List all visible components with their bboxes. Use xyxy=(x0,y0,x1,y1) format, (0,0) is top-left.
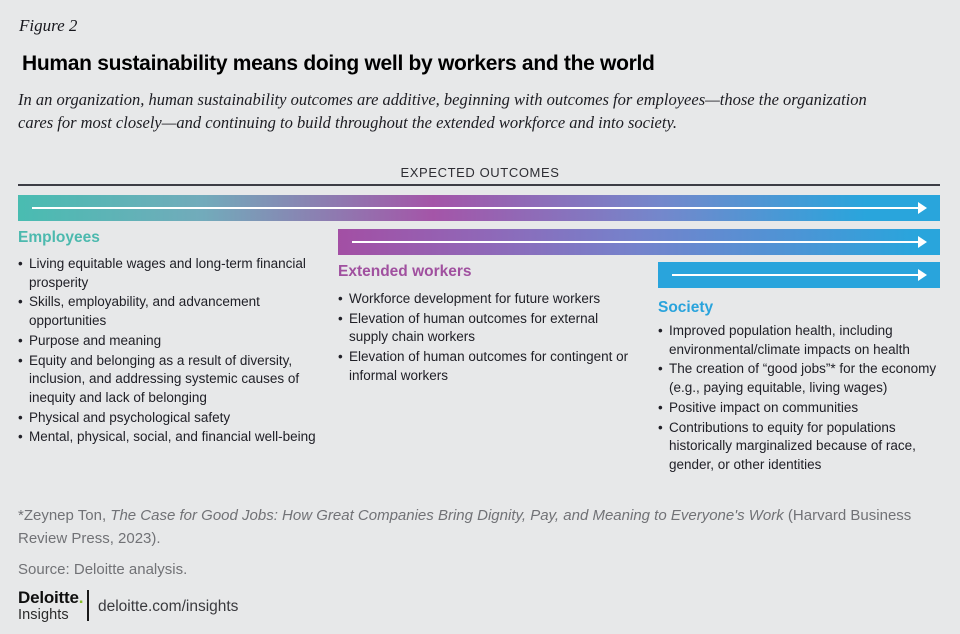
list-item: • Contributions to equity for population… xyxy=(658,419,948,475)
bullet-icon: • xyxy=(18,429,23,445)
gradient-arrow-bar-employees xyxy=(18,195,940,221)
bullet-icon: • xyxy=(18,332,23,348)
bullet-icon: • xyxy=(338,349,343,365)
logo-brand-text: Deloitte xyxy=(18,588,79,607)
bullet-text: Improved population health, including en… xyxy=(669,323,910,357)
list-item: • Improved population health, including … xyxy=(658,322,948,359)
arrow-right-icon xyxy=(672,269,927,281)
arrow-right-icon xyxy=(32,202,927,214)
bullet-icon: • xyxy=(18,294,23,310)
extended-workers-outcomes-list: • Workforce development for future worke… xyxy=(338,290,640,387)
bullet-icon: • xyxy=(18,409,23,425)
bullet-text: Contributions to equity for populations … xyxy=(669,419,916,472)
bullet-icon: • xyxy=(338,310,343,326)
column-heading-society: Society xyxy=(658,299,714,316)
source-line: Source: Deloitte analysis. xyxy=(18,561,188,578)
bullet-text: Elevation of human outcomes for continge… xyxy=(349,349,629,383)
list-item: • Equity and belonging as a result of di… xyxy=(18,352,322,408)
column-heading-extended-workers: Extended workers xyxy=(338,263,472,280)
bullet-icon: • xyxy=(658,361,663,377)
footnote-prefix: *Zeynep Ton, xyxy=(18,507,111,524)
logo-brand: Deloitte. xyxy=(18,589,83,606)
logo-green-dot: . xyxy=(78,588,84,607)
society-outcomes-list: • Improved population health, including … xyxy=(658,322,948,476)
figure-label: Figure 2 xyxy=(19,16,78,35)
bullet-text: Positive impact on communities xyxy=(669,399,859,415)
bullet-icon: • xyxy=(658,399,663,415)
list-item: • Living equitable wages and long-term f… xyxy=(18,255,322,292)
list-item: • Workforce development for future worke… xyxy=(338,290,640,309)
list-item: • Purpose and meaning xyxy=(18,332,322,351)
list-item: • Physical and psychological safety xyxy=(18,409,322,428)
logo-sub-text: Insights xyxy=(18,607,69,623)
bullet-text: Physical and psychological safety xyxy=(29,409,231,425)
figure-title: Human sustainability means doing well by… xyxy=(22,52,655,75)
list-item: • Positive impact on communities xyxy=(658,399,948,418)
deloitte-insights-logo: Deloitte. Insights xyxy=(18,589,83,623)
bullet-text: Mental, physical, social, and financial … xyxy=(29,429,316,445)
bullet-text: Purpose and meaning xyxy=(29,332,162,348)
footnote: *Zeynep Ton, The Case for Good Jobs: How… xyxy=(18,505,920,550)
bullet-text: The creation of “good jobs”* for the eco… xyxy=(669,361,937,396)
footnote-suffix: (Harvard Business Review Press, 2023). xyxy=(18,507,912,547)
list-item: • Mental, physical, social, and financia… xyxy=(18,428,322,447)
bullet-icon: • xyxy=(658,323,663,338)
bullet-text: Equity and belonging as a result of dive… xyxy=(29,352,300,405)
bullet-icon: • xyxy=(658,419,663,435)
list-item: • The creation of “good jobs”* for the e… xyxy=(658,360,948,397)
list-item: • Elevation of human outcomes for contin… xyxy=(338,348,640,385)
figure-subtitle: In an organization, human sustainability… xyxy=(18,90,867,133)
arrow-bar-society xyxy=(658,262,940,288)
arrow-right-icon xyxy=(352,236,927,248)
expected-outcomes-label: EXPECTED OUTCOMES xyxy=(400,165,560,180)
footer-url: deloitte.com/insights xyxy=(98,598,239,615)
footnote-book-title: The Case for Good Jobs: How Great Compan… xyxy=(110,507,784,524)
bullet-text: Skills, employability, and advancement o… xyxy=(29,294,260,329)
horizontal-rule xyxy=(18,184,940,186)
gradient-arrow-bar-extended-workers xyxy=(338,229,940,255)
bullet-icon: • xyxy=(18,352,23,368)
footer-divider xyxy=(87,590,89,621)
bullet-text: Workforce development for future workers xyxy=(349,291,601,306)
list-item: • Elevation of human outcomes for extern… xyxy=(338,310,640,347)
bullet-icon: • xyxy=(338,291,343,306)
list-item: • Skills, employability, and advancement… xyxy=(18,293,322,330)
employees-outcomes-list: • Living equitable wages and long-term f… xyxy=(18,255,322,448)
bullet-text: Living equitable wages and long-term fin… xyxy=(29,256,306,290)
bullet-text: Elevation of human outcomes for external… xyxy=(349,310,599,345)
bullet-icon: • xyxy=(18,256,23,271)
column-heading-employees: Employees xyxy=(18,229,100,246)
